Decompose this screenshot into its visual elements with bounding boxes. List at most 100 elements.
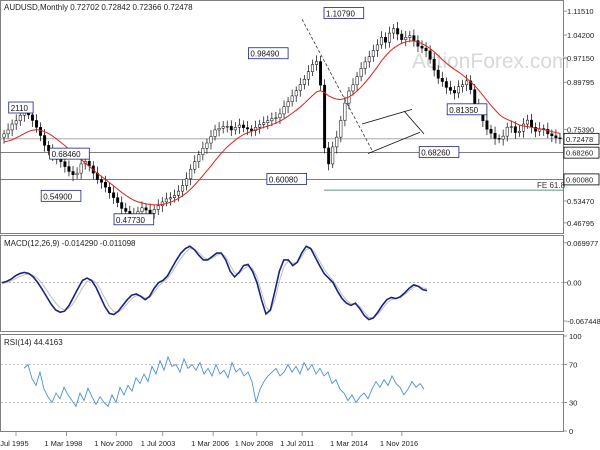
candle-body [432, 59, 436, 71]
candle-body [124, 208, 128, 212]
rsi-line [23, 355, 425, 408]
candle-body [140, 207, 144, 212]
price-badge [563, 173, 600, 186]
candle-body [371, 50, 375, 57]
candle-body [181, 185, 185, 192]
candle-body [367, 56, 371, 63]
candle-body [10, 123, 14, 131]
candle-body [217, 128, 221, 131]
candle-body [168, 197, 172, 200]
candle-body [452, 90, 456, 94]
price-label: 0.68460 [52, 150, 81, 159]
price-ytick-label: 0.53470 [567, 197, 594, 206]
candle-body [327, 147, 331, 165]
candle-body [189, 168, 193, 179]
price-ytick-label: 0.46795 [567, 219, 594, 228]
candle-body [359, 68, 363, 77]
candle-body [436, 69, 440, 79]
candle-body [18, 114, 22, 122]
candle-body [116, 197, 120, 203]
candle-body [363, 61, 367, 69]
candle-body [290, 95, 294, 103]
price-label-box [8, 101, 34, 114]
candle-body [99, 179, 103, 183]
candle-body [554, 135, 558, 139]
x-axis: 1 Jul 1995 1 Mar 1998 1 Nov 2000 1 Jul 2003… [0, 432, 418, 448]
macd-line [1, 245, 428, 321]
candle-body [461, 84, 465, 87]
candle-body [457, 86, 460, 94]
sma-line [3, 40, 561, 206]
candle-body [148, 209, 152, 214]
candle-body [392, 28, 396, 34]
channel-right [403, 110, 425, 135]
candle-body [473, 89, 477, 105]
fe-label: FE 61.8 [537, 181, 566, 190]
candle-body [270, 118, 274, 122]
candle-body [513, 126, 517, 133]
candle-body [534, 127, 538, 132]
candle-body [465, 80, 469, 86]
price-ytick-label: 0.97150 [567, 54, 594, 63]
price-header: AUDUSD,Monthly 0.72702 0.72842 0.72366 0… [4, 3, 193, 12]
candle-body [120, 202, 124, 209]
candle-body [79, 163, 83, 174]
candle-body [35, 120, 38, 128]
candle-body [444, 81, 448, 88]
price-label-box [247, 47, 289, 60]
candle-body [225, 126, 229, 128]
candle-body [379, 37, 383, 46]
candle-body [164, 198, 168, 203]
candle-body [546, 129, 550, 135]
candle-body [197, 154, 201, 162]
candle-body [335, 136, 339, 148]
price-chart: FE 61.8 1.10790 0.98490 0.81350 0.68260 0.600… [0, 7, 600, 228]
candle-body [485, 120, 489, 130]
rsi-header: RSI(14) 44.4163 [4, 338, 63, 347]
candle-body [404, 37, 408, 40]
x-tick-label: 1 Nov 2008 [235, 439, 273, 448]
candle-body [209, 136, 213, 144]
candle-body [278, 113, 282, 119]
price-panel-frame [0, 0, 564, 234]
price-label: 0.98490 [250, 50, 279, 59]
macd-panel-frame [0, 235, 564, 332]
price-badge-label: 0.72478 [566, 135, 593, 144]
price-badge [563, 146, 600, 159]
candle-body [241, 124, 245, 128]
candle-body [6, 129, 10, 135]
price-label-box [266, 172, 307, 185]
candle-body [14, 120, 18, 125]
candle-body [375, 44, 379, 51]
candle-body [2, 133, 6, 138]
candle-body [517, 130, 521, 133]
price-badge-label: 0.68260 [566, 149, 593, 158]
candle-body [75, 172, 79, 176]
candle-body [30, 114, 34, 121]
price-badge-label: 0.60080 [566, 175, 593, 184]
price-ytick-label: 0.89795 [567, 78, 594, 87]
candle-body [286, 101, 290, 107]
price-label: 0.60080 [269, 175, 298, 184]
candle-body [408, 35, 412, 38]
candle-body [558, 137, 562, 140]
candle-body [331, 146, 335, 165]
candle-body [108, 186, 112, 193]
candle-body [282, 106, 286, 115]
candle-body [396, 28, 400, 35]
candle-body [315, 61, 318, 65]
candle-body [420, 45, 424, 49]
macd-chart: 0.069977 0.00 -0.067448 [1, 239, 600, 326]
price-label-box [446, 103, 488, 116]
candle-body [302, 78, 306, 85]
x-tick-label: 1 Mar 1998 [44, 439, 82, 448]
x-tick-label: 1 Mar 2006 [191, 439, 229, 448]
candle-body [250, 128, 254, 131]
candle-body [384, 37, 387, 43]
macd-ytick-label: 0.00 [567, 279, 582, 288]
price-label: 0.68260 [421, 149, 450, 158]
price-label-box [113, 213, 155, 226]
candle-body [112, 192, 116, 198]
candle-body [185, 178, 189, 186]
price-label-box [40, 189, 82, 202]
